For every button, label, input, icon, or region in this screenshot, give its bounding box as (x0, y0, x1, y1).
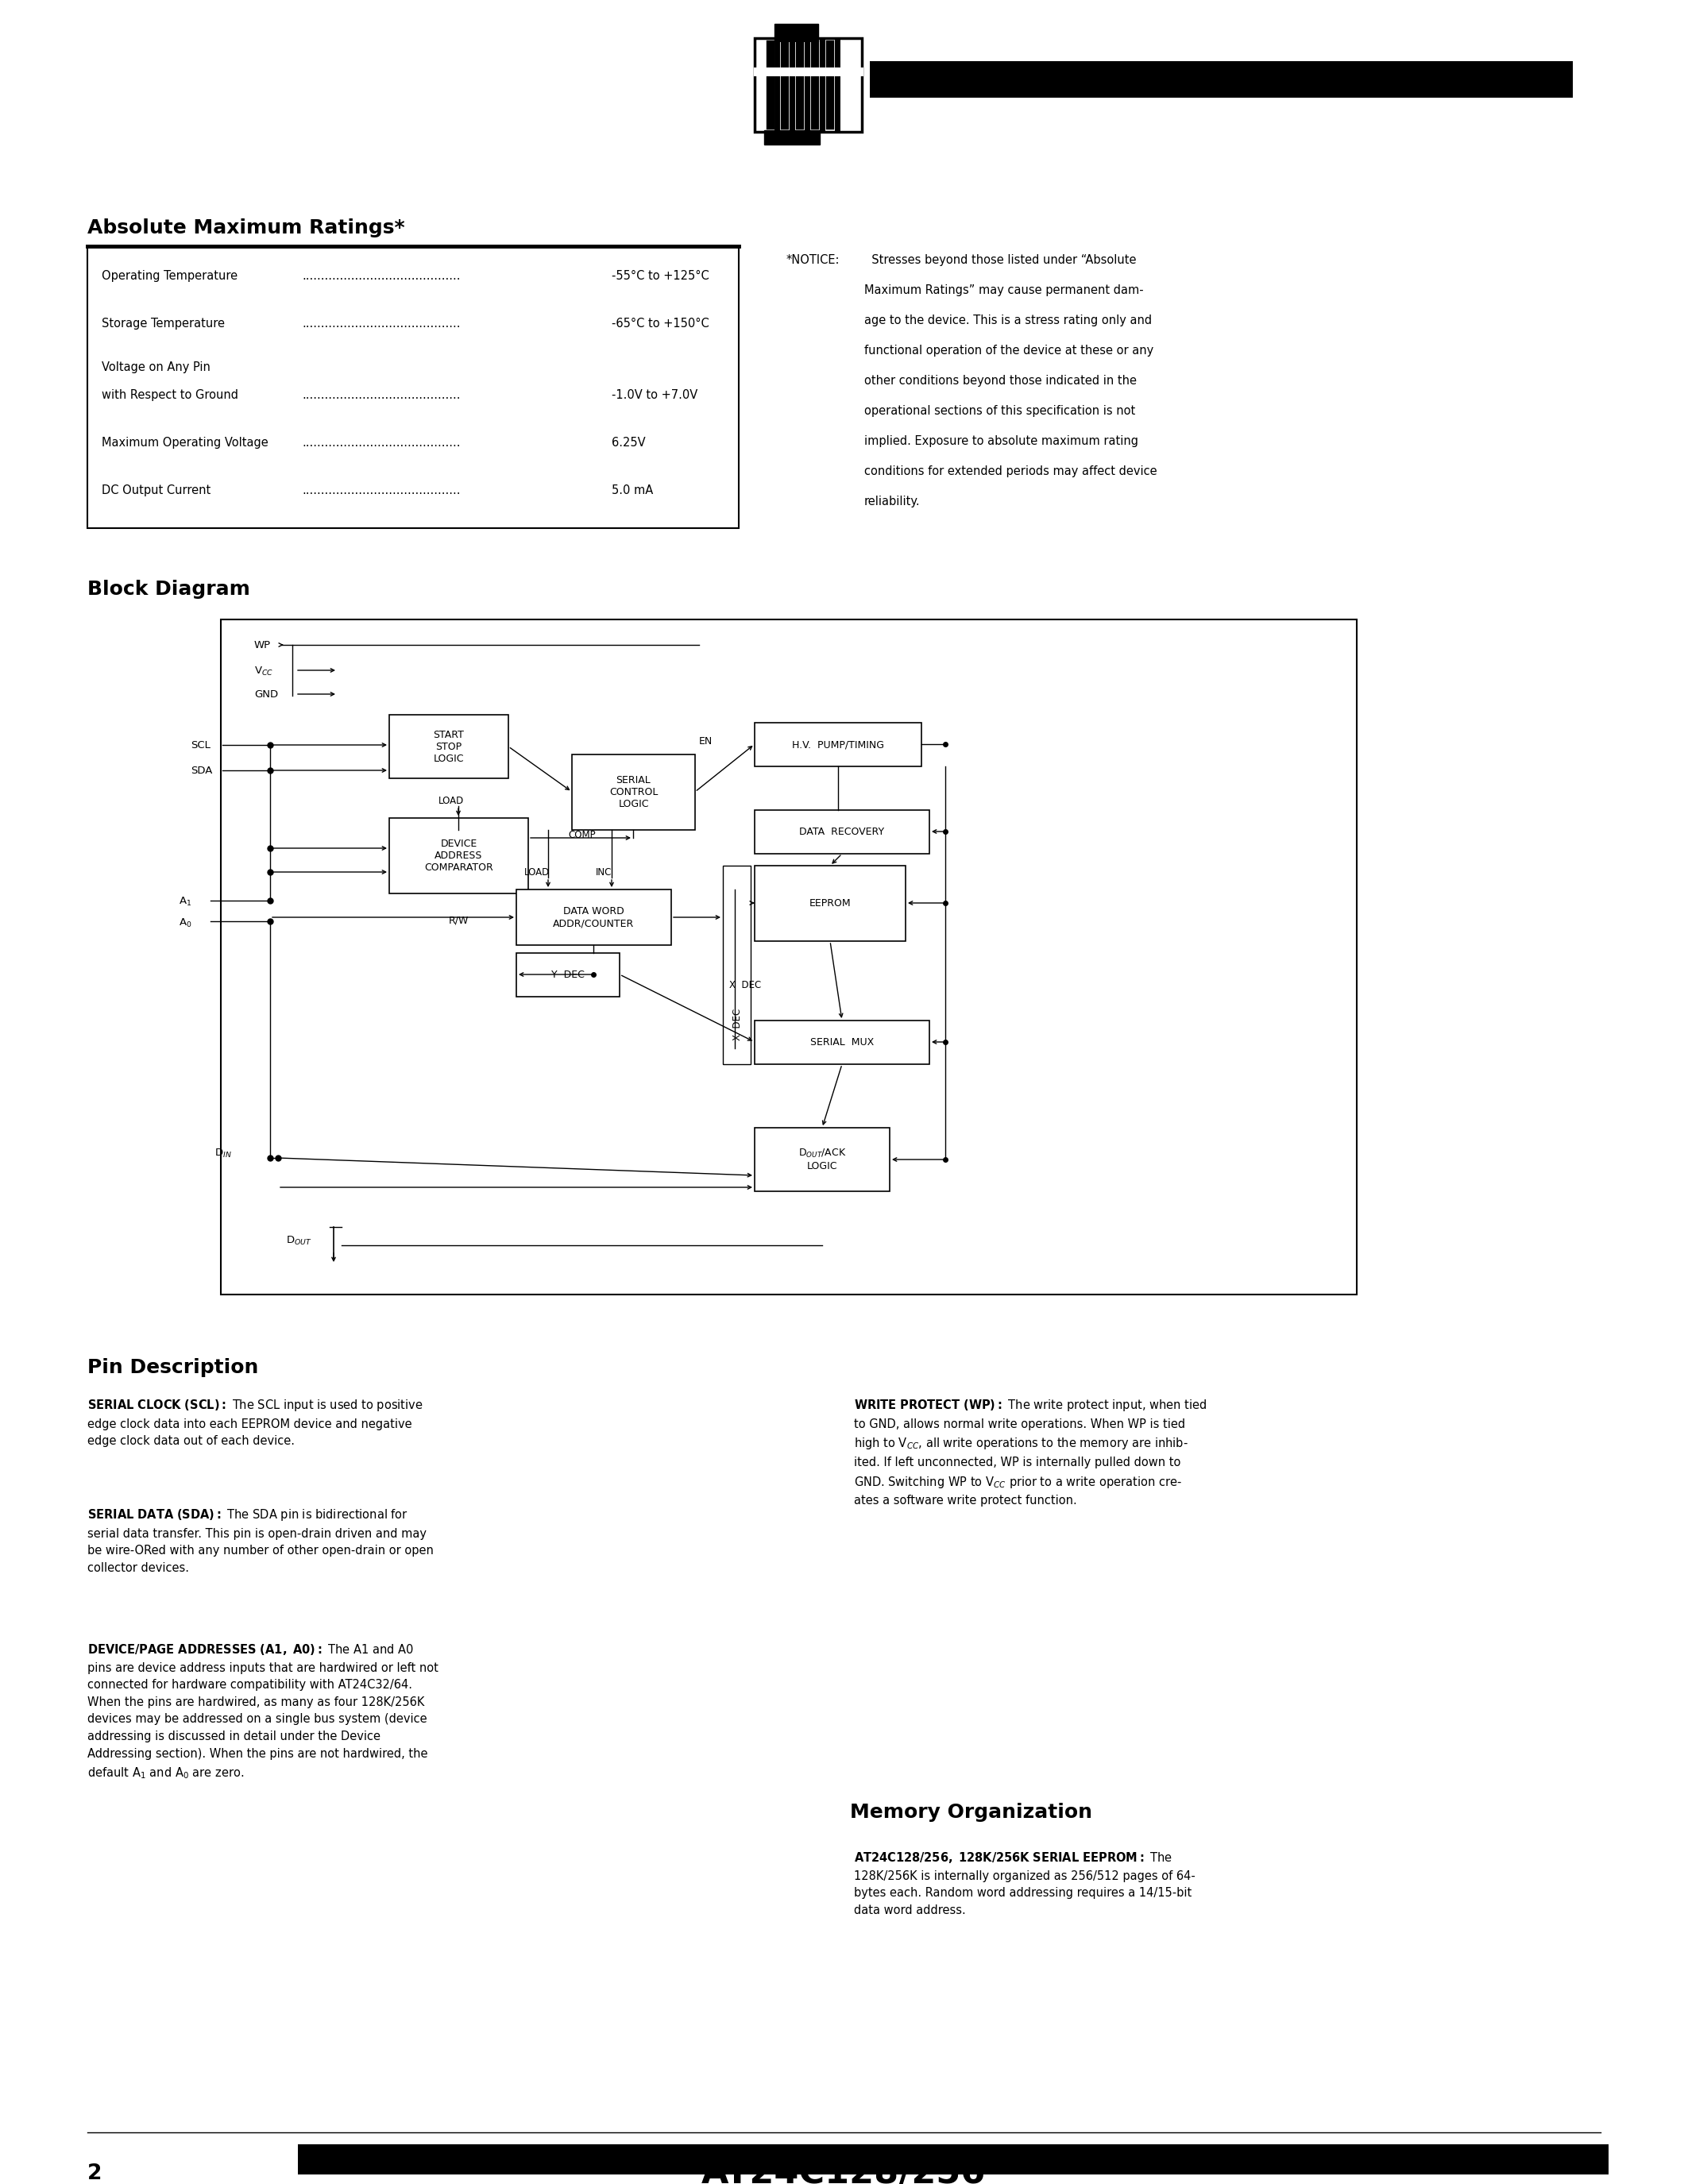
Text: WP: WP (255, 640, 272, 651)
Bar (572, 753, 695, 830)
Text: Absolute Maximum Ratings*: Absolute Maximum Ratings* (88, 218, 405, 238)
Text: DATA  RECOVERY: DATA RECOVERY (800, 828, 885, 836)
Text: Memory Organization: Memory Organization (851, 1802, 1092, 1821)
Text: ..........................................: ........................................… (302, 389, 461, 402)
Text: AT24C128/256: AT24C128/256 (701, 2156, 986, 2184)
Text: 2: 2 (88, 2164, 101, 2184)
Text: -1.0V to +7.0V: -1.0V to +7.0V (611, 389, 697, 402)
Text: D$_{IN}$: D$_{IN}$ (214, 1147, 231, 1160)
Text: SERIAL
CONTROL
LOGIC: SERIAL CONTROL LOGIC (609, 775, 658, 810)
Text: -65°C to +150°C: -65°C to +150°C (611, 317, 709, 330)
Bar (755, 723, 922, 767)
Text: $\bf{WRITE\ PROTECT\ (WP):}$ The write protect input, when tied
to GND, allows n: $\bf{WRITE\ PROTECT\ (WP):}$ The write p… (854, 1398, 1207, 1507)
Text: *NOTICE:: *NOTICE: (787, 253, 841, 266)
Text: INC: INC (596, 867, 613, 878)
Text: 5.0 mA: 5.0 mA (611, 485, 653, 496)
Text: $\bf{SERIAL\ CLOCK\ (SCL):}$ The SCL input is used to positive
edge clock data i: $\bf{SERIAL\ CLOCK\ (SCL):}$ The SCL inp… (88, 1398, 424, 1448)
Text: -55°C to +125°C: -55°C to +125°C (611, 271, 709, 282)
Text: ..........................................: ........................................… (302, 437, 461, 448)
Bar (297, 2145, 1609, 2175)
Text: ..........................................: ........................................… (302, 485, 461, 496)
Text: LOAD: LOAD (525, 867, 550, 878)
Text: DATA WORD
ADDR/COUNTER: DATA WORD ADDR/COUNTER (554, 906, 635, 928)
Text: D$_{OUT}$: D$_{OUT}$ (285, 1234, 312, 1247)
Text: other conditions beyond those indicated in the: other conditions beyond those indicated … (864, 376, 1136, 387)
Text: A$_1$: A$_1$ (179, 895, 191, 909)
Text: LOAD: LOAD (439, 795, 464, 806)
Text: 6.25V: 6.25V (611, 437, 645, 448)
Text: X  DEC: X DEC (733, 1009, 743, 1040)
Text: $\bf{SERIAL\ DATA\ (SDA):}$ The SDA pin is bidirectional for
serial data transfe: $\bf{SERIAL\ DATA\ (SDA):}$ The SDA pin … (88, 1507, 434, 1575)
Text: DC Output Current: DC Output Current (101, 485, 211, 496)
Text: reliability.: reliability. (864, 496, 920, 507)
Text: Maximum Ratings” may cause permanent dam-: Maximum Ratings” may cause permanent dam… (864, 284, 1143, 297)
Text: SCL: SCL (191, 740, 211, 751)
Bar (722, 865, 751, 1064)
Bar (765, 131, 820, 144)
Text: EEPROM: EEPROM (809, 898, 851, 909)
Text: Pin Description: Pin Description (88, 1358, 258, 1378)
Bar (390, 714, 508, 778)
Bar (755, 865, 905, 941)
Text: Voltage on Any Pin: Voltage on Any Pin (101, 360, 211, 373)
Text: D$_{OUT}$/ACK
LOGIC: D$_{OUT}$/ACK LOGIC (798, 1147, 846, 1171)
Text: V$_{CC}$: V$_{CC}$ (255, 666, 273, 677)
Bar (517, 889, 672, 946)
Text: Maximum Operating Voltage: Maximum Operating Voltage (101, 437, 268, 448)
Text: implied. Exposure to absolute maximum rating: implied. Exposure to absolute maximum ra… (864, 435, 1138, 448)
Text: Storage Temperature: Storage Temperature (101, 317, 225, 330)
Text: with Respect to Ground: with Respect to Ground (101, 389, 238, 402)
Text: age to the device. This is a stress rating only and: age to the device. This is a stress rati… (864, 314, 1151, 325)
Bar (758, 41, 858, 129)
Text: Block Diagram: Block Diagram (88, 579, 250, 598)
Text: ..........................................: ........................................… (302, 317, 461, 330)
Text: $\bf{AT24C128/256,\ 128K/256K\ SERIAL\ EEPROM:}$ The
128K/256K is internally org: $\bf{AT24C128/256,\ 128K/256K\ SERIAL\ E… (854, 1850, 1195, 1915)
Text: conditions for extended periods may affect device: conditions for extended periods may affe… (864, 465, 1156, 478)
Text: operational sections of this specification is not: operational sections of this specificati… (864, 404, 1136, 417)
Text: Operating Temperature: Operating Temperature (101, 271, 238, 282)
Text: R/W: R/W (449, 915, 469, 926)
Bar (775, 24, 819, 41)
Text: COMP: COMP (567, 830, 596, 841)
Text: EN: EN (699, 736, 712, 747)
Bar (517, 952, 619, 996)
Text: A$_0$: A$_0$ (179, 917, 192, 928)
Text: GND: GND (255, 690, 279, 699)
Text: $\bf{DEVICE/PAGE\ ADDRESSES\ (A1,\ A0):}$ The A1 and A0
pins are device address : $\bf{DEVICE/PAGE\ ADDRESSES\ (A1,\ A0):}… (88, 1642, 439, 1780)
Bar (755, 1127, 890, 1190)
Text: SDA: SDA (191, 767, 213, 775)
Text: Stresses beyond those listed under “Absolute: Stresses beyond those listed under “Abso… (864, 253, 1136, 266)
Text: START
STOP
LOGIC: START STOP LOGIC (434, 729, 464, 764)
Text: DEVICE
ADDRESS
COMPARATOR: DEVICE ADDRESS COMPARATOR (424, 839, 493, 874)
Bar (390, 819, 528, 893)
Text: functional operation of the device at these or any: functional operation of the device at th… (864, 345, 1153, 356)
Text: ..........................................: ........................................… (302, 271, 461, 282)
Text: Y  DEC: Y DEC (552, 970, 584, 981)
Bar (88, 247, 739, 529)
Text: SERIAL  MUX: SERIAL MUX (810, 1037, 874, 1048)
Text: X  DEC: X DEC (729, 981, 761, 989)
Bar (755, 810, 930, 854)
Bar (755, 1020, 930, 1064)
Bar (221, 620, 1357, 1295)
Bar (755, 37, 863, 131)
Text: H.V.  PUMP/TIMING: H.V. PUMP/TIMING (792, 740, 885, 749)
Bar (869, 61, 1573, 98)
